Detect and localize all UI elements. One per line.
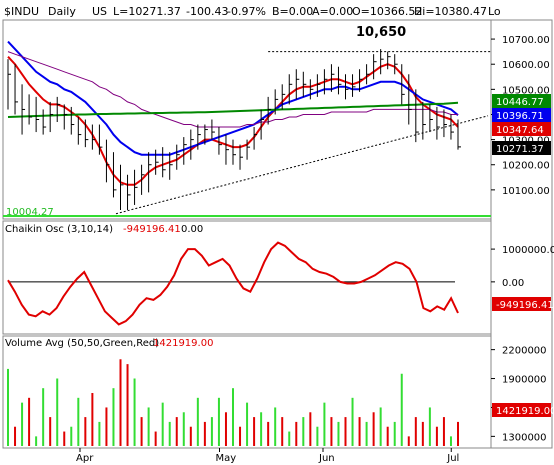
price-value-tag-text: 10271.37: [496, 144, 544, 155]
osc-line: [7, 241, 459, 326]
osc-title: Chaikin Osc (3,10,14): [5, 224, 113, 235]
price-value-tag: [492, 94, 551, 108]
price-axis-label: 10200.00: [502, 161, 550, 172]
header-symbol: $INDU: [4, 5, 39, 18]
x-axis-label: Jul: [446, 453, 459, 464]
header-last: L=10271.37: [113, 5, 181, 18]
header-change-pct: -0.97%: [227, 5, 266, 18]
header-high: Hi=10380.47: [414, 5, 487, 18]
volume-value-tag: [492, 403, 551, 417]
header-exchange: US: [92, 5, 107, 18]
header-open: O=10366.52: [352, 5, 422, 18]
osc-zero-value: 0.00: [181, 224, 203, 235]
y-axis-area: [490, 19, 553, 449]
header-ask: A=0.00: [312, 5, 353, 18]
x-axis-label: May: [216, 453, 237, 464]
price-value-tag-text: 10396.71: [496, 111, 544, 122]
price-value-tag: [492, 108, 551, 122]
price-axis-label: 10500.00: [502, 85, 550, 96]
price-value-tag-text: 10446.77: [496, 97, 544, 108]
volume-axis-label: 1900000: [502, 375, 547, 386]
vol-title: Volume Avg (50,50,Green,Red): [5, 338, 159, 349]
moving-average-3: [7, 101, 459, 118]
osc-axis-label: 1000000.00: [502, 245, 554, 256]
volume-value-tag-text: 1421919.00: [496, 406, 554, 417]
header-period: Daily: [48, 5, 76, 18]
volume-axis-label: 1300000: [502, 432, 547, 443]
price-panel: [2, 19, 492, 220]
price-axis-label: 10700.00: [502, 35, 550, 46]
header-low: Lo: [488, 5, 501, 18]
price-axis-label: 10100.00: [502, 186, 550, 197]
price-axis-label: 10600.00: [502, 60, 550, 71]
x-axis-label: Apr: [76, 453, 94, 464]
price-value-tag: [492, 141, 551, 155]
x-axis-label: Jun: [318, 453, 335, 464]
osc-value-tag: [492, 297, 551, 311]
osc-value-tag-text: -949196.41: [496, 300, 554, 311]
volume-axis-label: 2200000: [502, 346, 547, 357]
price-value-tag-text: 10347.64: [496, 125, 544, 136]
moving-average-2: [7, 51, 458, 128]
support-label: 10004.27: [6, 207, 54, 218]
trendline: [115, 115, 489, 215]
oscillator-panel: [2, 220, 492, 335]
moving-average-1: [7, 40, 459, 156]
header-change: -100.43: [186, 5, 228, 18]
header-bid: B=0.00: [272, 5, 313, 18]
price-value-tag: [492, 122, 551, 136]
price-annotation: 10,650: [356, 25, 406, 40]
vol-last-value: 1421919.00: [153, 338, 213, 349]
osc-last-value: -949196.41: [123, 224, 181, 235]
osc-axis-label: 0.00: [502, 278, 524, 289]
